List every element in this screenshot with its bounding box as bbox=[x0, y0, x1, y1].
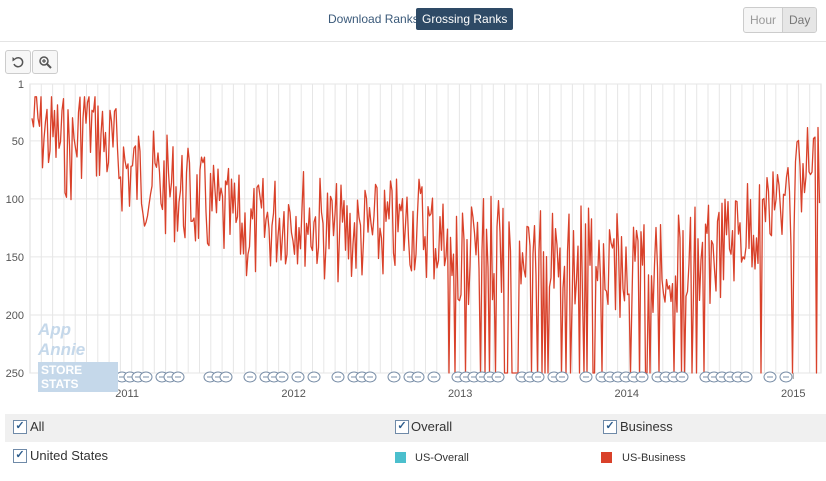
header-divider bbox=[0, 41, 826, 42]
all-checkbox[interactable]: ✓ bbox=[13, 420, 27, 434]
tab-grossing-ranks[interactable]: Grossing Ranks bbox=[416, 8, 514, 30]
rank-type-tabs: Download Ranks Grossing Ranks bbox=[0, 8, 826, 32]
zoom-in-icon bbox=[39, 56, 52, 69]
all-label: All bbox=[30, 419, 45, 434]
event-marker[interactable] bbox=[275, 371, 289, 383]
overall-checkbox[interactable]: ✓ bbox=[395, 420, 409, 434]
event-marker[interactable] bbox=[779, 371, 793, 383]
event-marker[interactable] bbox=[363, 371, 377, 383]
event-marker[interactable] bbox=[411, 371, 425, 383]
event-marker[interactable] bbox=[243, 371, 257, 383]
event-marker[interactable] bbox=[531, 371, 545, 383]
granularity-toggle: Hour Day bbox=[743, 7, 818, 33]
hour-button[interactable]: Hour bbox=[744, 8, 784, 32]
series-line-us-business[interactable] bbox=[31, 96, 821, 374]
business-checkbox[interactable]: ✓ bbox=[603, 420, 617, 434]
overall-label: Overall bbox=[411, 419, 453, 434]
us-overall-label[interactable]: US-Overall bbox=[415, 452, 469, 464]
reset-zoom-button[interactable] bbox=[5, 50, 31, 74]
event-marker[interactable] bbox=[491, 371, 505, 383]
united-states-label: United States bbox=[30, 448, 109, 463]
chart-grid bbox=[29, 83, 822, 374]
x-tick-label: 2013 bbox=[448, 388, 472, 400]
y-tick-label: 50 bbox=[12, 136, 24, 148]
watermark-line2: STORE STATS bbox=[38, 362, 118, 392]
event-marker[interactable] bbox=[635, 371, 649, 383]
x-tick-label: 2012 bbox=[281, 388, 305, 400]
legend-filters: ✓ All ✓ Overall ✓ Business bbox=[5, 414, 826, 442]
legend-series: ✓ United States US-Overall US-Business bbox=[5, 443, 826, 471]
event-marker[interactable] bbox=[739, 371, 753, 383]
undo-icon bbox=[12, 56, 24, 68]
x-tick-label: 2011 bbox=[115, 388, 139, 400]
event-marker[interactable] bbox=[331, 371, 345, 383]
x-axis: 2011 2012 2013 2014 2015 bbox=[115, 373, 805, 400]
event-marker[interactable] bbox=[307, 371, 321, 383]
event-marker[interactable] bbox=[675, 371, 689, 383]
us-overall-swatch[interactable] bbox=[395, 452, 406, 463]
y-tick-label: 200 bbox=[6, 310, 24, 322]
event-marker[interactable] bbox=[427, 371, 441, 383]
y-tick-label: 250 bbox=[6, 368, 24, 380]
event-marker[interactable] bbox=[555, 371, 569, 383]
y-tick-label: 100 bbox=[6, 194, 24, 206]
event-marker[interactable] bbox=[763, 371, 777, 383]
watermark-line1: App Annie bbox=[38, 320, 86, 359]
business-label: Business bbox=[620, 419, 673, 434]
y-tick-label: 150 bbox=[6, 252, 24, 264]
x-tick-label: 2015 bbox=[781, 388, 805, 400]
day-button[interactable]: Day bbox=[783, 8, 817, 32]
us-business-swatch[interactable] bbox=[601, 452, 612, 463]
event-marker[interactable] bbox=[171, 371, 185, 383]
x-tick-label: 2014 bbox=[614, 388, 638, 400]
zoom-button[interactable] bbox=[32, 50, 58, 74]
app-annie-watermark: App Annie STORE STATS bbox=[38, 320, 118, 392]
event-marker[interactable] bbox=[139, 371, 153, 383]
united-states-checkbox[interactable]: ✓ bbox=[13, 449, 27, 463]
tab-download-ranks[interactable]: Download Ranks bbox=[328, 12, 419, 26]
event-marker[interactable] bbox=[219, 371, 233, 383]
event-marker[interactable] bbox=[387, 371, 401, 383]
y-tick-label: 1 bbox=[18, 79, 24, 91]
series-layer bbox=[31, 96, 821, 374]
us-business-label[interactable]: US-Business bbox=[622, 452, 686, 464]
event-marker[interactable] bbox=[579, 371, 593, 383]
event-marker[interactable] bbox=[291, 371, 305, 383]
